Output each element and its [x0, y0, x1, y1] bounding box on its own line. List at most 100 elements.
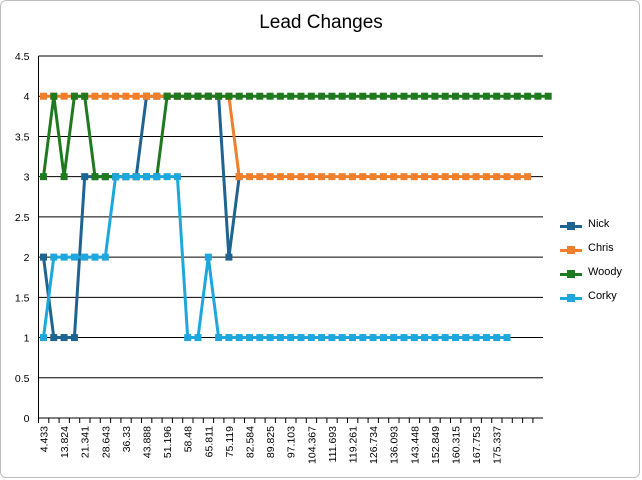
data-point	[472, 334, 480, 342]
y-tick-label: 4.5	[15, 51, 30, 63]
y-tick-label: 3	[24, 172, 30, 184]
data-point	[163, 173, 171, 181]
data-point	[163, 92, 171, 100]
data-point	[493, 334, 501, 342]
data-point	[390, 92, 398, 100]
data-point	[338, 334, 346, 342]
data-point	[50, 92, 58, 100]
data-point	[513, 173, 521, 181]
y-tick-label: 4	[24, 91, 30, 103]
data-point	[359, 173, 367, 181]
x-tick-label: 152.849	[430, 426, 442, 464]
data-point	[40, 92, 47, 100]
data-point	[81, 92, 89, 100]
legend-item-chris: Chris	[558, 240, 640, 264]
data-point	[328, 334, 336, 342]
x-tick-label: 58.48	[183, 426, 195, 452]
data-point	[400, 92, 408, 100]
data-point	[235, 92, 243, 100]
data-point	[503, 334, 511, 342]
data-point	[70, 334, 78, 342]
data-point	[184, 92, 192, 100]
y-tick-label: 1	[24, 333, 30, 345]
x-tick-label: 36.33	[121, 426, 133, 452]
data-point	[60, 334, 68, 342]
data-point	[431, 92, 439, 100]
legend-label: Chris	[588, 242, 614, 254]
x-tick-label: 104.367	[306, 426, 318, 464]
data-point	[297, 92, 305, 100]
legend-marker-icon	[567, 222, 575, 230]
legend-label: Nick	[588, 218, 610, 230]
data-point	[318, 92, 326, 100]
data-point	[379, 92, 387, 100]
data-point	[112, 92, 120, 100]
axes	[38, 56, 534, 423]
y-tick-label: 0.5	[15, 373, 30, 385]
data-point	[276, 173, 284, 181]
data-point	[60, 173, 68, 181]
chart-title: Lead Changes	[259, 12, 383, 33]
x-tick-label: 28.643	[100, 426, 112, 458]
data-point	[266, 92, 274, 100]
data-point	[204, 253, 212, 261]
legend-marker-icon	[567, 294, 575, 302]
data-point	[194, 92, 202, 100]
x-tick-label: 75.119	[224, 426, 236, 457]
data-point	[369, 92, 377, 100]
data-point	[400, 173, 408, 181]
data-point	[524, 173, 532, 181]
data-point	[410, 92, 418, 100]
data-point	[184, 334, 192, 342]
data-point	[246, 92, 253, 100]
data-point	[482, 334, 490, 342]
data-point	[287, 173, 295, 181]
data-point	[297, 334, 305, 342]
data-point	[328, 92, 336, 100]
data-point	[276, 92, 284, 100]
data-point	[338, 92, 346, 100]
data-point	[400, 334, 408, 342]
data-point	[40, 334, 47, 342]
x-tick-label: 89.825	[265, 426, 277, 458]
data-point	[215, 92, 223, 100]
data-point	[112, 173, 120, 181]
data-point	[452, 334, 459, 342]
data-point	[153, 173, 161, 181]
data-point	[349, 173, 356, 181]
data-point	[132, 92, 140, 100]
data-point	[225, 334, 233, 342]
legend-item-woody: Woody	[558, 264, 640, 288]
data-point	[256, 173, 264, 181]
data-point	[101, 92, 109, 100]
data-point	[318, 334, 326, 342]
legend-item-nick: Nick	[558, 216, 640, 240]
x-tick-label: 65.811	[203, 426, 215, 457]
data-point	[359, 92, 367, 100]
data-point	[534, 92, 542, 100]
x-tick-label: 143.448	[409, 426, 421, 464]
data-point	[307, 173, 315, 181]
data-point	[246, 334, 253, 342]
data-point	[421, 173, 429, 181]
data-point	[81, 253, 89, 261]
data-point	[91, 173, 99, 181]
data-point	[410, 334, 418, 342]
data-point	[235, 173, 243, 181]
series-corky	[40, 173, 511, 342]
series-lines	[40, 92, 552, 342]
data-point	[338, 173, 346, 181]
data-point	[225, 92, 233, 100]
data-point	[194, 334, 202, 342]
data-point	[60, 253, 68, 261]
x-tick-label: 111.693	[327, 426, 339, 463]
data-point	[276, 334, 284, 342]
data-point	[421, 92, 429, 100]
data-point	[441, 173, 449, 181]
data-point	[441, 334, 449, 342]
y-tick-labels: 0 0.5 1 1.5 2 2.5 3 3.5 4 4.5	[15, 51, 30, 425]
x-tick-label: 21.341	[80, 426, 92, 458]
data-point	[91, 92, 99, 100]
y-tick-label: 2.5	[15, 212, 30, 224]
data-point	[60, 92, 68, 100]
